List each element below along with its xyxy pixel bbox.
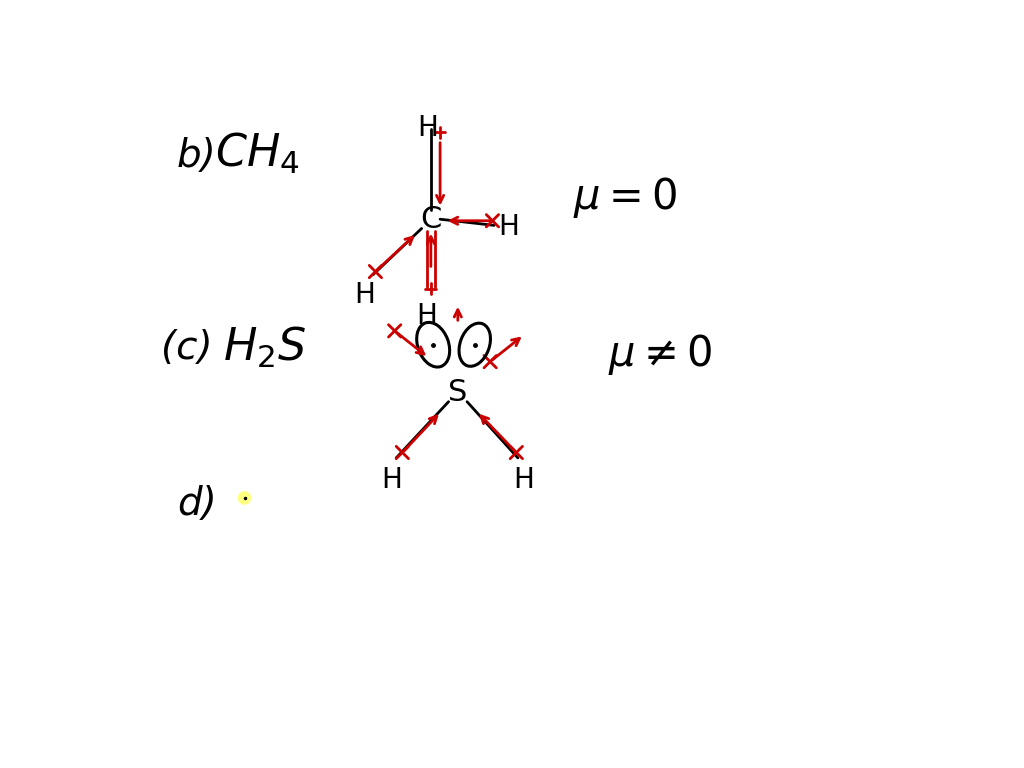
Text: H: H: [381, 465, 401, 494]
Text: $\mu = 0$: $\mu = 0$: [573, 175, 677, 220]
Text: H: H: [513, 465, 535, 494]
Text: S: S: [449, 378, 468, 407]
Circle shape: [239, 492, 251, 504]
Text: H: H: [499, 213, 519, 241]
Text: C: C: [420, 205, 441, 233]
Text: b): b): [177, 137, 216, 175]
Text: $\mu \neq 0$: $\mu \neq 0$: [608, 333, 712, 377]
Text: H: H: [417, 303, 437, 330]
Text: $H_2S$: $H_2S$: [223, 325, 306, 370]
Text: H: H: [354, 281, 375, 309]
Text: (c): (c): [162, 329, 213, 367]
Text: H: H: [418, 114, 438, 142]
Text: d): d): [177, 485, 216, 523]
Text: $CH_4$: $CH_4$: [215, 131, 300, 176]
